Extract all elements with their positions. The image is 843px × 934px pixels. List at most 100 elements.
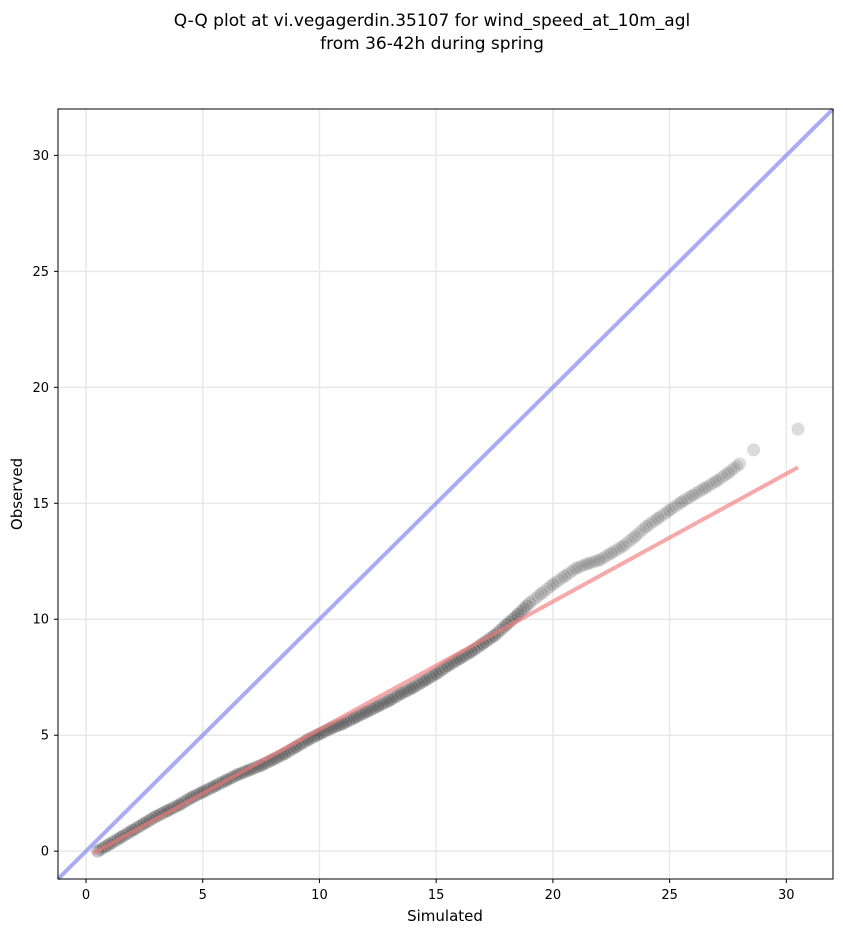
data-point-fill: [514, 605, 528, 619]
x-tick-label: 15: [428, 888, 445, 903]
y-tick-label: 5: [41, 729, 49, 744]
data-point-fill: [677, 493, 691, 507]
data-point-fill: [668, 499, 682, 513]
data-point-fill: [561, 567, 574, 581]
data-point: [418, 674, 431, 688]
chart-title-line1: Q-Q plot at vi.vegagerdin.35107 for wind…: [174, 11, 690, 31]
data-point-fill: [391, 688, 405, 702]
data-point-fill: [572, 560, 586, 574]
data-point: [546, 578, 560, 591]
data-point-fill: [380, 695, 394, 709]
data-point-fill: [727, 462, 741, 475]
y-tick-label: 15: [32, 497, 49, 512]
data-point: [406, 681, 420, 695]
plot-frame: [57, 108, 834, 880]
data-point-fill: [397, 685, 411, 699]
data-point-fill: [563, 565, 577, 579]
data-point-fill: [365, 702, 379, 716]
data-point: [593, 553, 607, 567]
data-point-fill: [625, 532, 639, 546]
fit-line: [92, 465, 799, 856]
data-point-fill: [517, 602, 531, 616]
data-point-fill: [368, 701, 382, 715]
fit-line-path: [92, 465, 799, 856]
data-point-fill: [654, 509, 668, 523]
y-tick-label: 10: [32, 613, 49, 628]
data-point-fill: [689, 486, 703, 500]
data-point-fill: [374, 698, 388, 712]
data-point-fill: [610, 543, 624, 557]
x-tick-label: 10: [311, 888, 328, 903]
data-point-fill: [660, 505, 674, 519]
data-point-fill: [400, 684, 414, 698]
data-point-fill: [598, 550, 612, 564]
x-axis-ticks: 0 5 10 15 20 25 30: [82, 879, 795, 903]
data-point-fill: [645, 515, 659, 529]
data-point: [429, 667, 443, 681]
data-point-fill: [730, 459, 744, 473]
data-point: [651, 511, 665, 525]
data-point-fill: [642, 517, 656, 531]
data-point-fill: [566, 563, 580, 577]
x-tick-label: 25: [661, 888, 678, 903]
data-point-fill: [528, 591, 542, 605]
data-point-fill: [537, 584, 551, 598]
y-tick-label: 0: [41, 845, 49, 860]
data-point-fill: [680, 492, 694, 506]
data-point-fill: [415, 675, 429, 689]
identity-line: [56, 107, 835, 881]
data-point-fill: [409, 679, 423, 693]
data-point-fill: [385, 692, 399, 706]
data-point: [639, 520, 653, 533]
data-point-fill: [712, 472, 726, 486]
data-point: [698, 481, 712, 495]
data-point-fill: [590, 554, 604, 568]
y-tick-label: 30: [32, 149, 49, 164]
data-point-fill: [423, 670, 437, 684]
data-point-fill: [724, 464, 738, 478]
data-point-fill: [648, 513, 662, 527]
data-point: [709, 474, 723, 488]
data-point-fill: [695, 483, 709, 497]
y-tick-label: 20: [32, 381, 49, 396]
y-axis-label: Observed: [8, 458, 26, 530]
data-point: [616, 539, 630, 553]
data-point: [686, 488, 700, 502]
data-point-fill: [701, 480, 714, 493]
scatter-points: [91, 422, 805, 858]
data-point: [581, 557, 595, 571]
data-point-fill: [531, 589, 545, 603]
x-tick-label: 0: [82, 888, 90, 903]
data-point: [628, 530, 642, 544]
data-point-fill: [403, 682, 417, 696]
data-point-fill: [578, 558, 592, 572]
data-point: [359, 705, 373, 719]
data-point: [534, 587, 548, 601]
data-point-fill: [552, 573, 566, 587]
y-axis-ticks: 0 5 10 15 20 25 30: [32, 149, 58, 860]
data-point-fill: [692, 485, 706, 499]
data-point-fill: [715, 470, 729, 484]
data-point-fill: [657, 507, 671, 521]
data-point-fill: [633, 525, 647, 539]
data-point-fill: [362, 704, 376, 718]
data-point-fill: [356, 707, 370, 720]
data-point: [674, 495, 688, 509]
data-point-fill: [377, 696, 391, 710]
data-point-fill: [584, 556, 598, 570]
data-point: [523, 596, 536, 610]
data-point-fill: [718, 468, 732, 482]
data-point-fill: [636, 522, 650, 536]
grid-lines: [58, 109, 833, 879]
y-tick-label: 25: [32, 265, 49, 280]
data-point-fill: [683, 490, 697, 504]
data-point-fill: [520, 599, 534, 613]
x-tick-label: 5: [199, 888, 207, 903]
data-point-fill: [432, 665, 446, 679]
data-point-fill: [426, 669, 440, 682]
data-point: [721, 466, 735, 480]
x-tick-label: 20: [545, 888, 562, 903]
data-point-fill: [350, 709, 364, 723]
identity-line-path: [56, 107, 835, 881]
data-point-fill: [540, 582, 554, 596]
